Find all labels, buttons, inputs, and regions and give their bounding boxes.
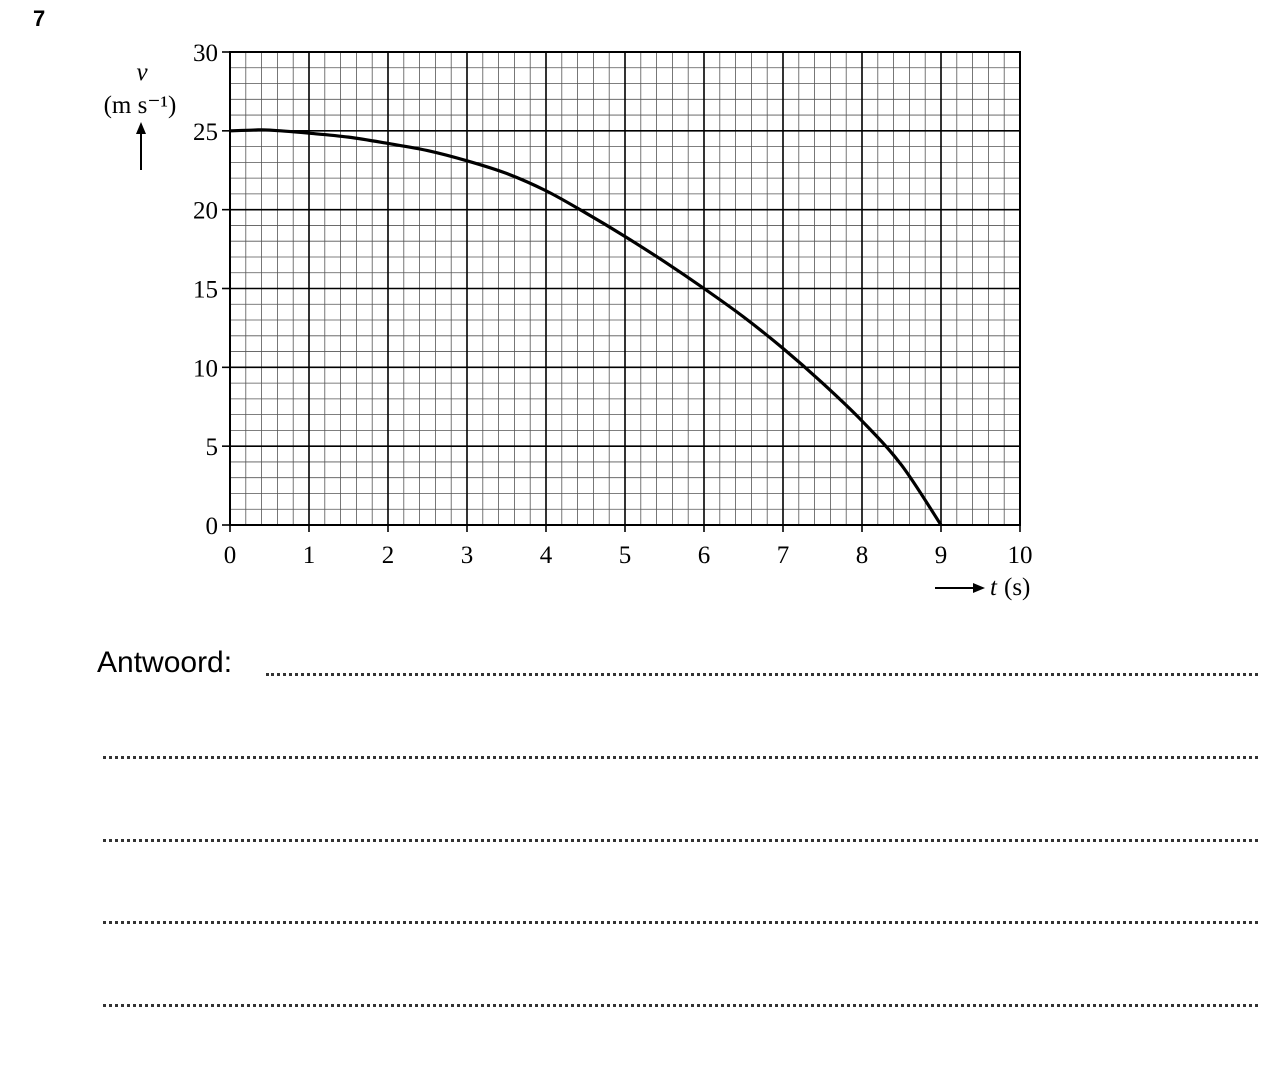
x-tick-label: 9: [935, 542, 948, 569]
x-tick-label: 6: [698, 542, 711, 569]
answer-line: [103, 756, 1258, 759]
curve: [229, 128, 943, 526]
answer-line: [103, 921, 1258, 924]
y-tick-label: 20: [193, 198, 218, 225]
x-label: t: [990, 574, 998, 601]
x-tick-label: 8: [856, 542, 869, 569]
answer-line: [103, 1004, 1258, 1007]
x-tick-label: 2: [382, 542, 395, 569]
y-tick-label: 5: [206, 434, 219, 461]
y-unit: (m s⁻¹): [104, 92, 177, 119]
chart: v (m s⁻¹) t (s) 0 1 2 3 4 5 6 7 8 9 10 0 5 10 15 20 25 30: [104, 40, 1033, 601]
plot-frame: [229, 51, 1021, 526]
y-tick-label: 0: [206, 513, 219, 540]
y-tick-label: 25: [193, 119, 218, 146]
x-tick-label: 10: [1008, 542, 1033, 569]
x-tick-label: 3: [461, 542, 474, 569]
answer-line: [103, 839, 1258, 842]
y-arrow-head: [136, 122, 146, 134]
answer-label: Antwoord:: [97, 646, 233, 679]
y-label: v: [136, 59, 148, 86]
x-tick-label: 5: [619, 542, 632, 569]
x-tick-label: 4: [540, 542, 553, 569]
x-tick-label: 7: [777, 542, 790, 569]
y-tick-label: 30: [193, 40, 218, 67]
question-number: 7: [33, 6, 46, 31]
x-unit: (s): [1004, 574, 1030, 601]
x-tick-label: 0: [224, 542, 237, 569]
x-arrow-head: [973, 583, 985, 593]
y-tick-label: 10: [193, 355, 218, 382]
major-grid: [229, 51, 1021, 526]
answer-line: [266, 673, 1258, 676]
x-tick-label: 1: [303, 542, 316, 569]
y-tick-label: 15: [193, 277, 218, 304]
